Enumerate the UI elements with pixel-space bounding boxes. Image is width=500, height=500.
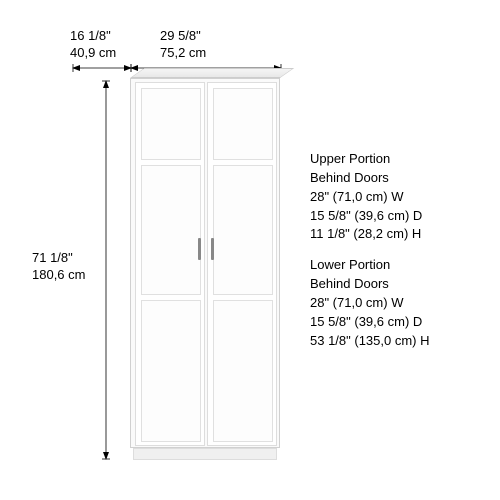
door-panel: [213, 300, 273, 442]
door-panel: [213, 88, 273, 160]
upper-height: 11 1/8" (28,2 cm) H: [310, 225, 430, 244]
cabinet-drawing: [130, 78, 280, 463]
door-handle-icon: [198, 238, 201, 260]
lower-height: 53 1/8" (135,0 cm) H: [310, 332, 430, 351]
height-dimension-label: 71 1/8" 180,6 cm: [32, 250, 85, 284]
cabinet-base: [133, 448, 277, 460]
width-imperial: 29 5/8": [160, 28, 206, 45]
door-panel: [141, 165, 201, 295]
depth-dimension-label: 16 1/8" 40,9 cm: [70, 28, 116, 62]
lower-depth: 15 5/8" (39,6 cm) D: [310, 313, 430, 332]
interior-dimensions: Upper Portion Behind Doors 28" (71,0 cm)…: [310, 150, 430, 350]
door-panel: [141, 300, 201, 442]
door-panel: [141, 88, 201, 160]
height-arrow-icon: [100, 80, 112, 460]
spacer: [310, 244, 430, 256]
upper-title-2: Behind Doors: [310, 169, 430, 188]
door-panel: [213, 165, 273, 295]
upper-title-1: Upper Portion: [310, 150, 430, 169]
upper-depth: 15 5/8" (39,6 cm) D: [310, 207, 430, 226]
cabinet-top-surface: [130, 68, 294, 78]
upper-width: 28" (71,0 cm) W: [310, 188, 430, 207]
width-metric: 75,2 cm: [160, 45, 206, 62]
cabinet-front: [130, 78, 280, 448]
lower-title-1: Lower Portion: [310, 256, 430, 275]
lower-width: 28" (71,0 cm) W: [310, 294, 430, 313]
depth-arrow-icon: [72, 62, 132, 74]
height-metric: 180,6 cm: [32, 267, 85, 284]
width-dimension-label: 29 5/8" 75,2 cm: [160, 28, 206, 62]
cabinet-door-right: [207, 82, 277, 446]
depth-imperial: 16 1/8": [70, 28, 116, 45]
door-handle-icon: [211, 238, 214, 260]
diagram-container: 16 1/8" 40,9 cm 29 5/8" 75,2 cm 71 1/8" …: [0, 0, 500, 500]
lower-title-2: Behind Doors: [310, 275, 430, 294]
depth-metric: 40,9 cm: [70, 45, 116, 62]
height-imperial: 71 1/8": [32, 250, 85, 267]
cabinet-door-left: [135, 82, 205, 446]
